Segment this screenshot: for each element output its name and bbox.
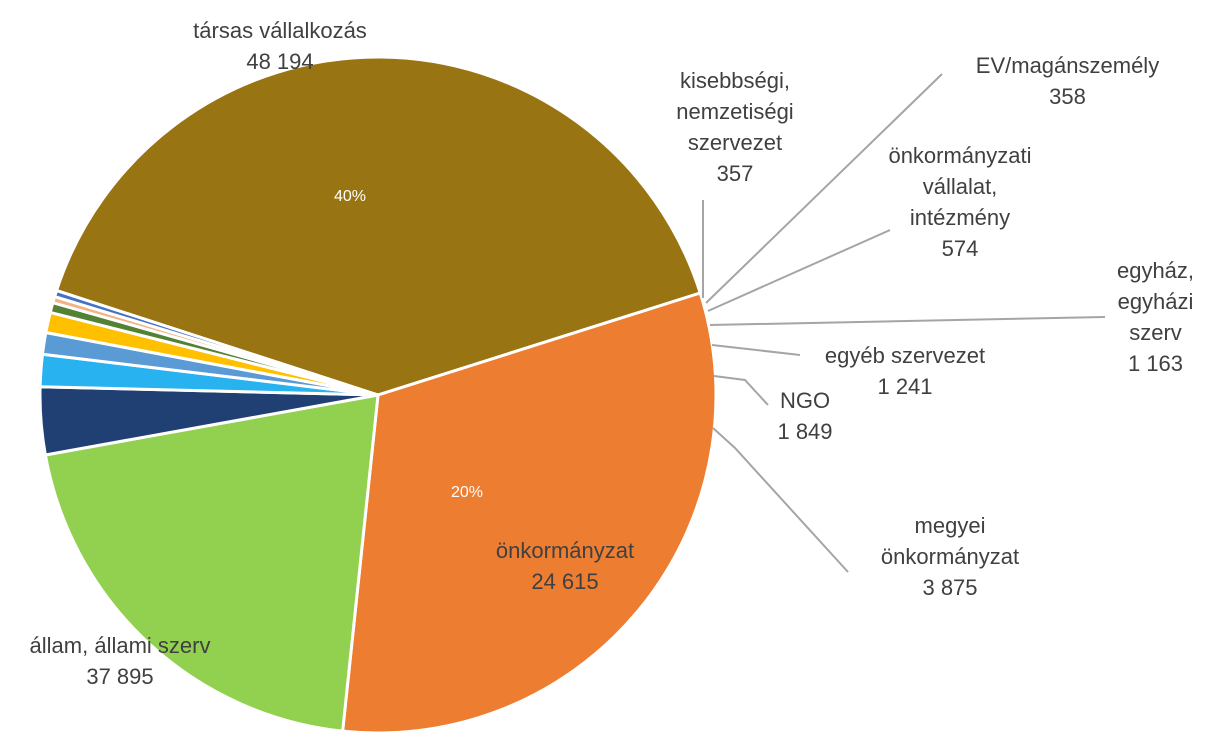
slice-label: NGO 1 849 <box>755 385 855 447</box>
category-label: állam, állami szerv <box>29 633 211 658</box>
category-label: kisebbségi, nemzetiségi szervezet <box>676 68 794 155</box>
category-label: önkormányzati vállalat, intézmény <box>888 143 1032 230</box>
category-label: társas vállalkozás <box>193 18 367 43</box>
value-label: 1 849 <box>777 419 833 444</box>
slice-label: egyház, egyházi szerv 1 163 <box>1108 255 1203 379</box>
leader-line <box>712 427 849 573</box>
leader-line <box>709 316 1106 326</box>
category-label: egyéb szervezet <box>824 343 986 368</box>
pie-slice <box>340 291 718 733</box>
leader-line <box>707 229 891 312</box>
value-label: 358 <box>1049 84 1086 109</box>
leader-line <box>713 375 769 406</box>
slice-label: EV/magánszemély 358 <box>930 50 1205 112</box>
value-label: 357 <box>716 161 754 186</box>
percent-label: 40% <box>334 188 366 205</box>
slice-label: kisebbségi, nemzetiségi szervezet 357 <box>660 65 810 189</box>
category-label: egyház, egyházi szerv <box>1116 258 1195 345</box>
category-label: megyei önkormányzat <box>880 513 1020 569</box>
category-label: önkormányzat <box>495 538 635 563</box>
value-label: 24 615 <box>531 569 599 594</box>
pie-slice <box>43 393 380 733</box>
percent-label: 20% <box>451 484 483 501</box>
value-label: 1 241 <box>877 374 933 399</box>
value-label: 37 895 <box>86 664 154 689</box>
slice-label: önkormányzat 24 615 <box>465 535 665 597</box>
value-label: 48 194 <box>246 49 314 74</box>
slice-label: társas vállalkozás 48 194 <box>130 15 430 77</box>
pie-slice <box>52 288 379 397</box>
value-label: 1 163 <box>1127 351 1184 376</box>
leader-line <box>705 73 943 304</box>
slice-label: önkormányzati vállalat, intézmény 574 <box>875 140 1045 264</box>
value-label: 574 <box>941 236 979 261</box>
slice-label: megyei önkormányzat 3 875 <box>860 510 1040 603</box>
leader-line <box>711 344 801 356</box>
value-label: 3 875 <box>922 575 978 600</box>
slice-label: egyéb szervezet 1 241 <box>780 340 1030 402</box>
category-label: EV/magánszemély <box>975 53 1160 78</box>
pie-slice <box>54 55 703 397</box>
slice-label: állam, állami szerv 37 895 <box>0 630 270 692</box>
category-label: NGO <box>779 388 831 413</box>
